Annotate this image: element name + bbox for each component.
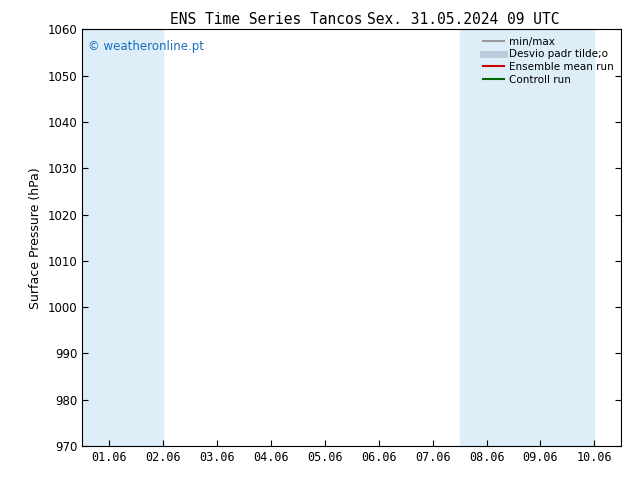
Text: © weatheronline.pt: © weatheronline.pt (87, 40, 204, 53)
Text: Sex. 31.05.2024 09 UTC: Sex. 31.05.2024 09 UTC (366, 12, 559, 27)
Text: ENS Time Series Tancos: ENS Time Series Tancos (170, 12, 363, 27)
Bar (460, 29, 595, 446)
Y-axis label: Surface Pressure (hPa): Surface Pressure (hPa) (29, 167, 42, 309)
Bar (82, 29, 164, 446)
Legend: min/max, Desvio padr tilde;o, Ensemble mean run, Controll run: min/max, Desvio padr tilde;o, Ensemble m… (481, 35, 616, 87)
